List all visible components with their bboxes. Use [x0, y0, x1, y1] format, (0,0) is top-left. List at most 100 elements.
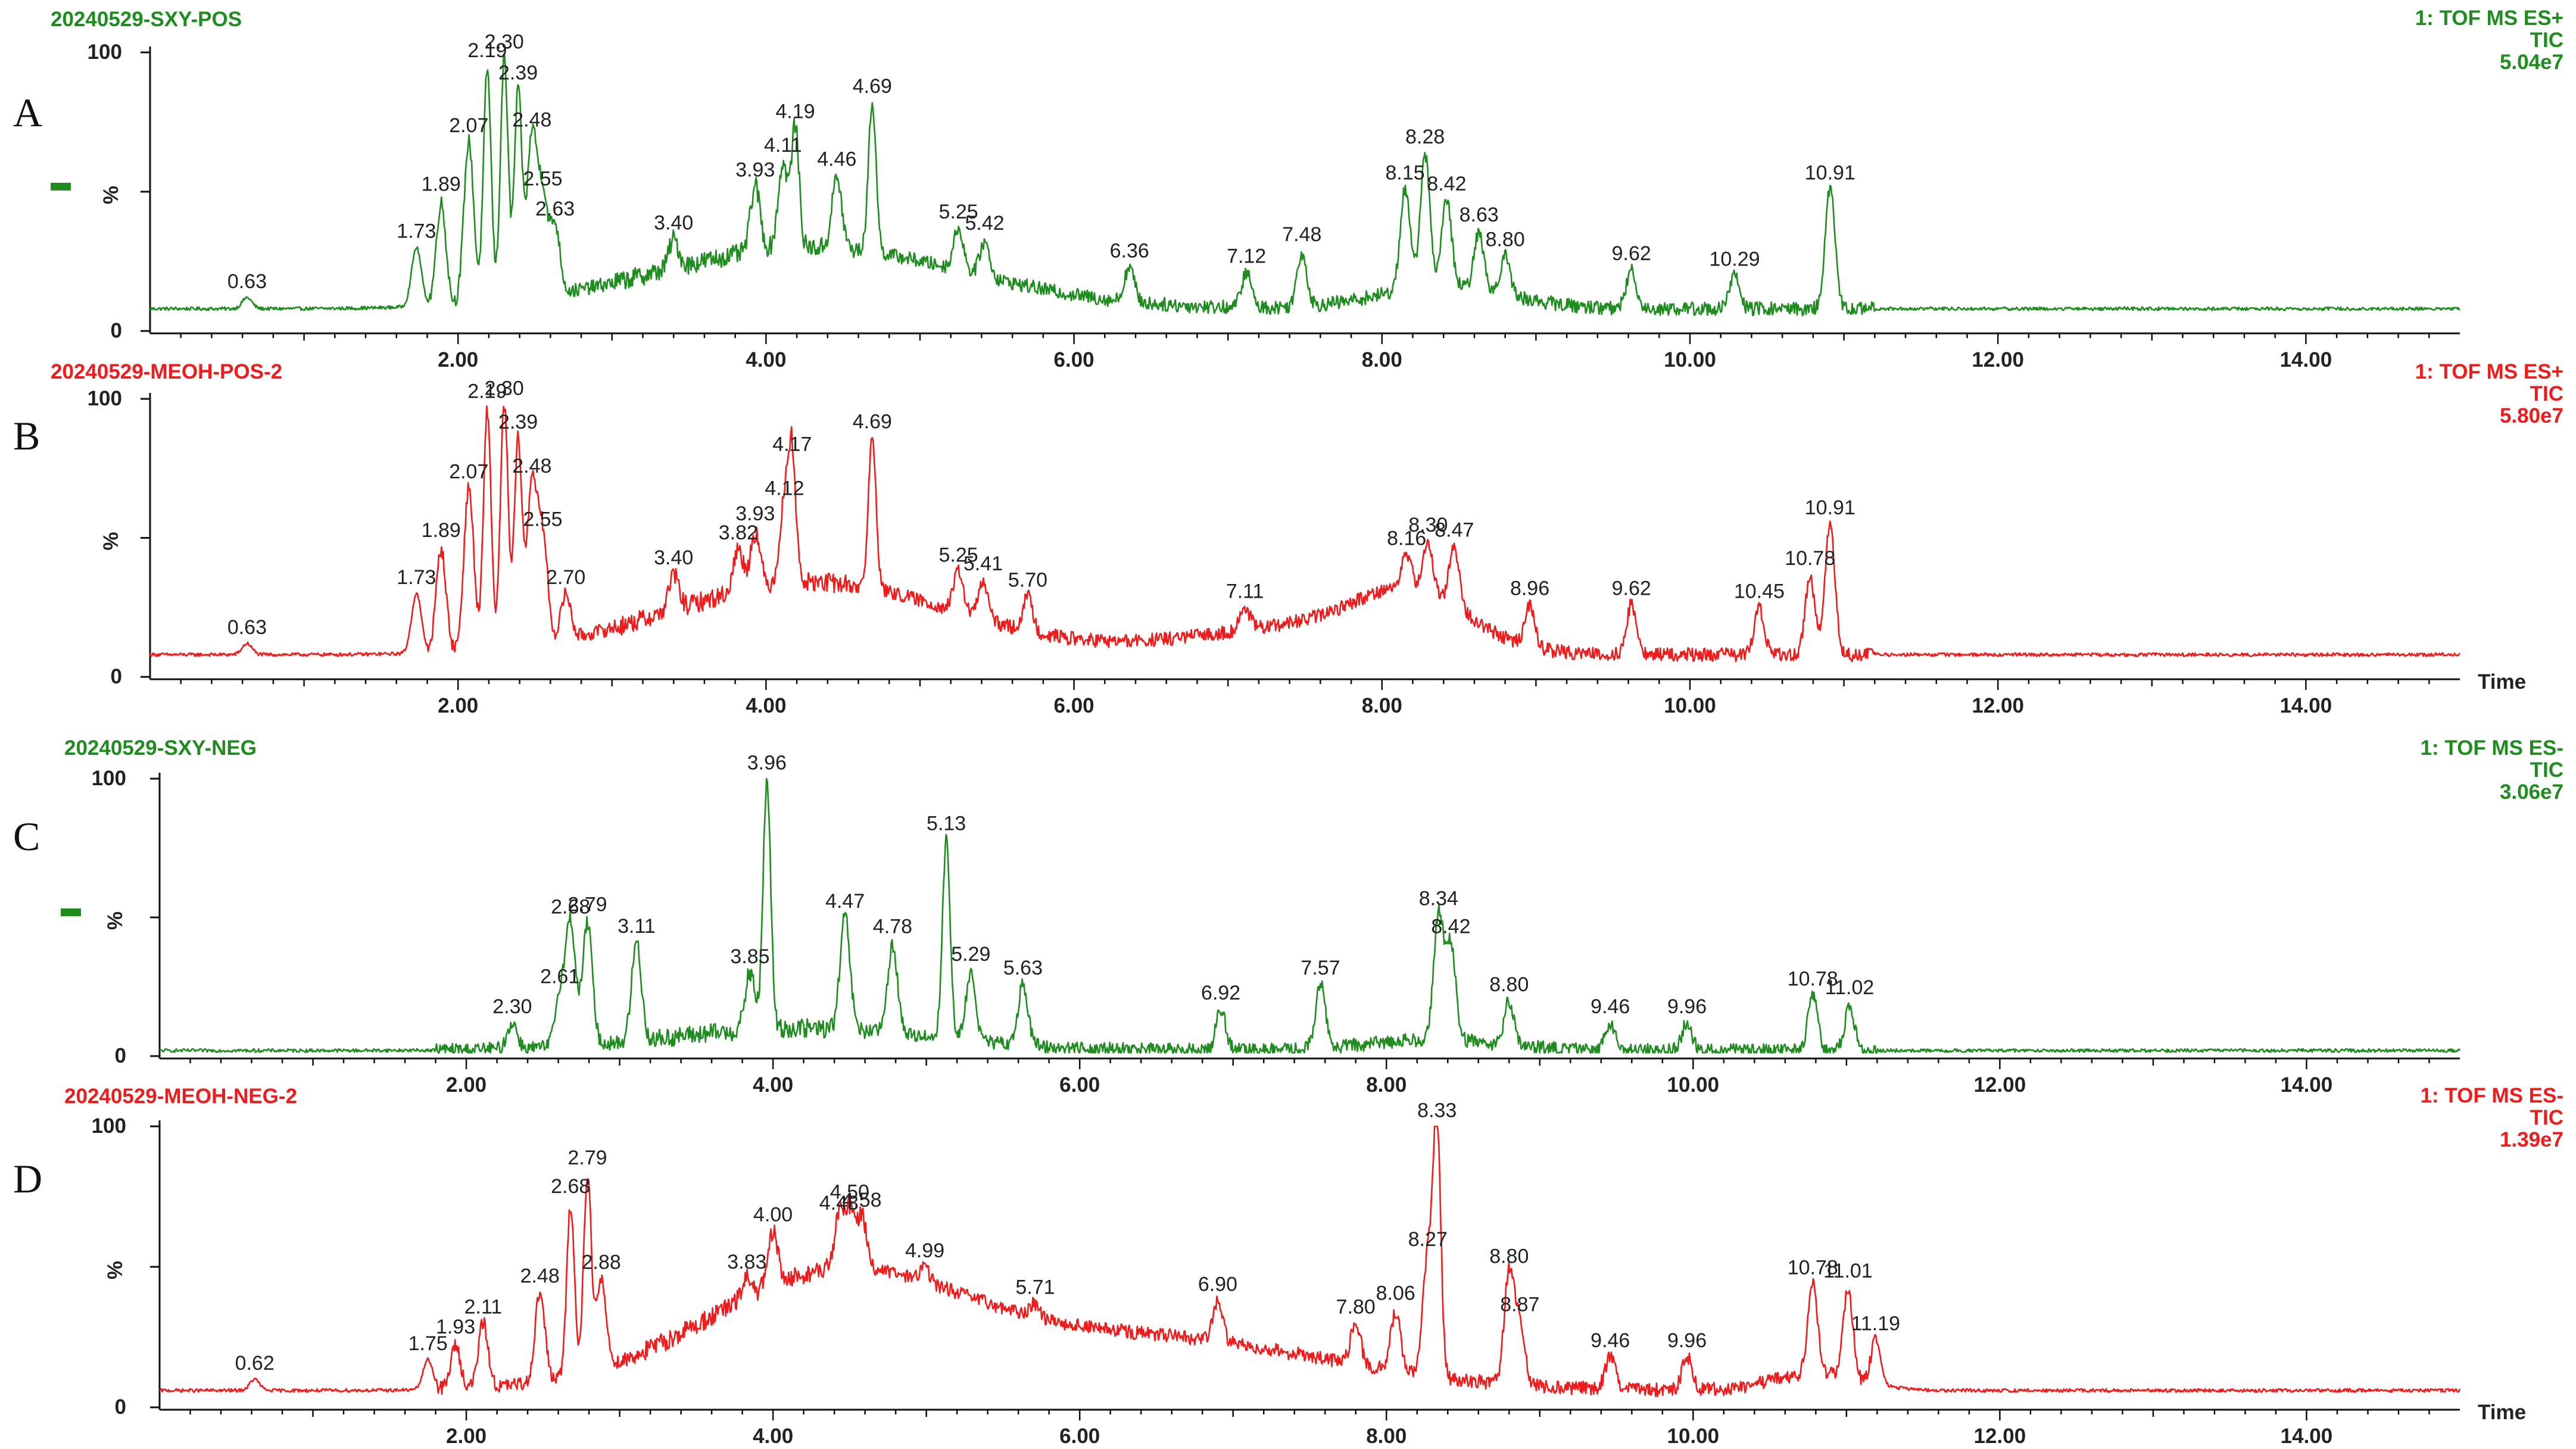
peak-label: 6.92 — [1201, 982, 1240, 1004]
x-axis-title: Time — [2478, 1401, 2526, 1424]
panel-d: D 20240529-MEOH-NEG-2 1: TOF MS ES- TIC … — [13, 1084, 2563, 1448]
peak-label: 7.57 — [1301, 957, 1340, 979]
peak-label: 3.40 — [654, 212, 693, 235]
y-tick-label: % — [104, 911, 127, 930]
peak-label: 1.89 — [422, 173, 461, 196]
y-tick-label: 0 — [111, 665, 122, 688]
x-tick-label: 4.00 — [746, 694, 786, 717]
peak-label: 2.55 — [523, 508, 562, 531]
peak-label: 2.07 — [449, 460, 488, 483]
x-tick-label: 6.00 — [1054, 348, 1094, 371]
signal-type-label: TIC — [2530, 29, 2563, 52]
signal-type-label: TIC — [2530, 758, 2563, 782]
peak-label: 3.82 — [719, 521, 758, 544]
peak-label: 2.68 — [551, 895, 590, 918]
peak-label: 2.79 — [567, 1147, 607, 1169]
y-tick-label: 100 — [92, 1114, 126, 1138]
peak-label: 11.01 — [1823, 1260, 1873, 1282]
y-tick-label: % — [104, 1261, 127, 1279]
peak-label: 10.45 — [1734, 580, 1785, 602]
peak-label: 1.73 — [397, 566, 436, 589]
axes: 100% 0 2.00 4.00 6.00 8.00 10.00 12.00 14.00 — [92, 767, 2460, 1097]
peak-label: 3.85 — [730, 945, 769, 968]
peak-label: 2.19 — [467, 380, 507, 403]
peak-label: 2.30 — [485, 377, 524, 399]
panel-a: A 20240529-SXY-POS 1: TOF MS ES+ TIC 5.0… — [13, 7, 2563, 371]
peak-label: 10.91 — [1805, 496, 1855, 519]
peak-label: 5.63 — [1003, 957, 1043, 979]
peak-label: 5.71 — [1015, 1276, 1055, 1298]
tic-curve — [159, 1125, 2461, 1397]
peak-label: 4.69 — [853, 75, 892, 98]
y-tick-label: % — [99, 532, 123, 551]
peak-label: 2.11 — [464, 1295, 503, 1318]
axes: 100% 0 2.00 4.00 6.00 8.00 10.00 12.00 14.00 — [88, 40, 2460, 371]
ms-mode-label: 1: TOF MS ES- — [2421, 736, 2564, 760]
chart-title: 20240529-SXY-NEG — [64, 736, 257, 760]
peak-label: 8.27 — [1408, 1228, 1448, 1251]
peak-label: 8.33 — [1417, 1100, 1457, 1122]
x-axis-title: Time — [2478, 670, 2526, 694]
axes: 100% 0 2.00 4.00 6.00 8.00 10.00 12.00 14.00 Time — [88, 387, 2526, 717]
chart-title: 20240529-MEOH-NEG-2 — [64, 1085, 297, 1108]
peak-label: 8.30 — [1408, 514, 1448, 536]
intensity-label: 5.04e7 — [2500, 51, 2563, 74]
peak-label: 2.55 — [523, 167, 562, 190]
peak-label: 4.58 — [842, 1189, 881, 1211]
y-tick-label: 100 — [88, 387, 122, 410]
x-tick-label: 2.00 — [438, 348, 478, 371]
peak-label: 4.19 — [775, 100, 815, 123]
peak-label: 0.63 — [227, 616, 267, 639]
axes: 100% 0 2.00 4.00 6.00 8.00 10.00 12.00 14.00 Time — [92, 1114, 2526, 1448]
signal-type-label: TIC — [2530, 382, 2563, 405]
x-tick-label: 4.00 — [753, 1073, 793, 1097]
x-tick-label: 4.00 — [753, 1425, 793, 1448]
peak-label: 1.73 — [397, 220, 436, 243]
peak-label: 8.34 — [1419, 887, 1458, 910]
tic-trace — [159, 1125, 2461, 1397]
panel-letter: D — [13, 1156, 42, 1201]
peak-label: 4.12 — [765, 477, 804, 499]
peak-label: 9.46 — [1590, 995, 1630, 1018]
peak-label: 2.48 — [512, 108, 551, 131]
peak-label: 9.96 — [1667, 1329, 1707, 1352]
panel-letter: C — [13, 814, 40, 859]
peak-label: 5.41 — [963, 552, 1003, 575]
tic-trace — [149, 405, 2461, 663]
peak-label: 8.47 — [1434, 519, 1474, 542]
peak-label: 7.80 — [1336, 1295, 1376, 1318]
peak-label: 6.90 — [1198, 1273, 1237, 1296]
peak-label: 2.48 — [520, 1264, 560, 1287]
peak-labels: 2.30 2.61 2.682.79 3.11 3.85 3.96 4.47 4.78 5.13… — [492, 752, 1874, 1018]
x-tick-label: 10.00 — [1664, 694, 1716, 717]
peak-label: 3.83 — [727, 1251, 766, 1273]
tic-trace — [159, 777, 2461, 1054]
peak-label: 7.48 — [1282, 223, 1321, 246]
x-tick-label: 14.00 — [2280, 694, 2332, 717]
peak-label: 10.78 — [1785, 547, 1835, 570]
peak-label: 9.46 — [1590, 1329, 1630, 1352]
signal-type-label: TIC — [2530, 1106, 2563, 1129]
peak-label: 2.39 — [498, 411, 538, 433]
x-tick-label: 14.00 — [2281, 1425, 2333, 1448]
x-tick-label: 14.00 — [2280, 348, 2332, 371]
peak-label: 2.79 — [567, 893, 607, 916]
panel-letter: B — [13, 413, 40, 458]
x-tick-label: 2.00 — [446, 1425, 486, 1448]
peak-labels: 0.63 1.73 1.89 2.07 2.192.30 2.39 2.48 2.55 2.63… — [227, 30, 1855, 292]
y-tick-label: % — [99, 186, 123, 204]
x-tick-label: 8.00 — [1362, 694, 1402, 717]
peak-label: 8.06 — [1376, 1282, 1415, 1305]
intensity-label: 5.80e7 — [2500, 404, 2563, 427]
peak-label: 10.91 — [1805, 161, 1855, 184]
peak-label: 11.19 — [1851, 1313, 1901, 1335]
x-tick-label: 2.00 — [438, 694, 478, 717]
ms-mode-label: 1: TOF MS ES- — [2421, 1084, 2564, 1107]
peak-label: 2.63 — [535, 198, 575, 220]
peak-label: 4.78 — [873, 916, 912, 938]
x-tick-label: 8.00 — [1362, 348, 1402, 371]
x-tick-label: 6.00 — [1059, 1425, 1100, 1448]
peak-label: 9.62 — [1612, 577, 1651, 600]
peak-label: 8.28 — [1405, 126, 1445, 148]
panel-letter: A — [13, 90, 42, 135]
